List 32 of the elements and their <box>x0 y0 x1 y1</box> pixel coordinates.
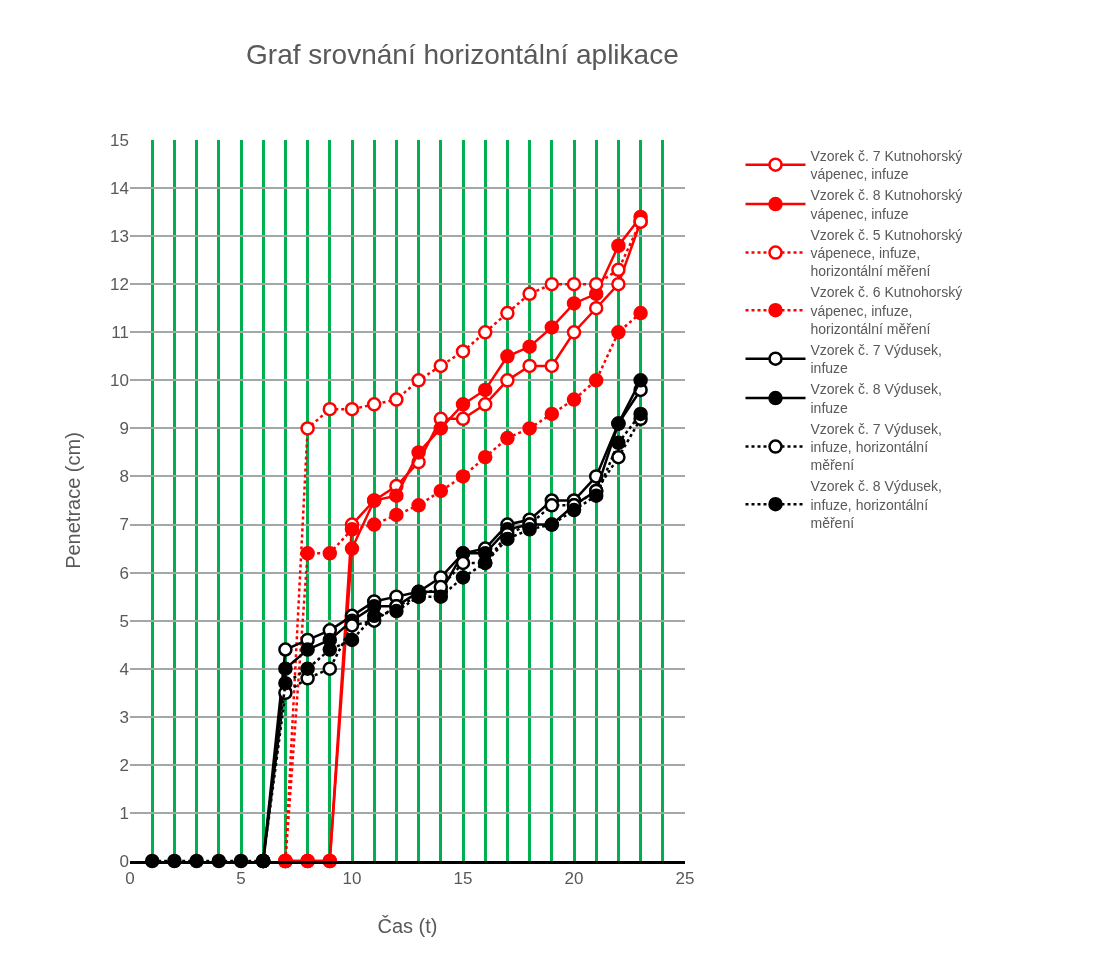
y-tick-label: 1 <box>119 803 129 823</box>
legend-label: Vzorek č. 6 Kutnohorský vápenec, infuze, horizontální měření <box>810 284 963 337</box>
x-tick-label: 10 <box>342 869 362 889</box>
y-tick-label: 8 <box>119 467 129 487</box>
y-tick-label: 14 <box>110 179 129 199</box>
y-axis-title: Penetrace (cm) <box>62 432 84 569</box>
y-tick-label: 10 <box>110 371 129 391</box>
y-tick-label: 15 <box>110 130 129 150</box>
legend-label: Vzorek č. 8 Výdusek, infuze, horizontální měření <box>810 478 943 531</box>
x-tick-label: 15 <box>453 869 473 889</box>
x-tick-label: 5 <box>236 869 246 889</box>
x-axis-title: Čas (t) <box>377 914 438 937</box>
legend-label: Vzorek č. 7 Výdusek, infuze, horizontální měření <box>810 420 943 474</box>
legend-label: Vzorek č. 7 Výdusek, infuze <box>810 342 943 377</box>
y-tick-label: 9 <box>119 419 129 439</box>
x-tick-label: 25 <box>675 869 695 889</box>
legend-label: Vzorek č. 8 Kutnohorský vápenec, infuze <box>810 187 963 222</box>
y-tick-label: 7 <box>119 515 129 535</box>
y-tick-label: 3 <box>119 707 129 727</box>
y-tick-label: 5 <box>119 611 129 631</box>
y-tick-label: 11 <box>111 323 129 343</box>
legend-label: Vzorek č. 5 Kutnohorský vápenece, infuze, horizontální měření <box>810 226 963 280</box>
y-tick-label: 13 <box>110 227 129 247</box>
y-tick-label: 2 <box>119 755 129 775</box>
y-tick-label: 12 <box>110 275 129 295</box>
legend-label: Vzorek č. 8 Výdusek, infuze <box>810 381 943 416</box>
y-tick-label: 0 <box>119 851 129 871</box>
chart-title: Graf srovnání horizontální aplikace <box>246 38 679 70</box>
y-tick-label: 4 <box>119 659 129 679</box>
legend-label: Vzorek č. 7 Kutnohorský vápenec, infuze <box>810 148 963 183</box>
x-tick-label: 20 <box>564 869 584 889</box>
y-tick-label: 6 <box>119 563 129 583</box>
